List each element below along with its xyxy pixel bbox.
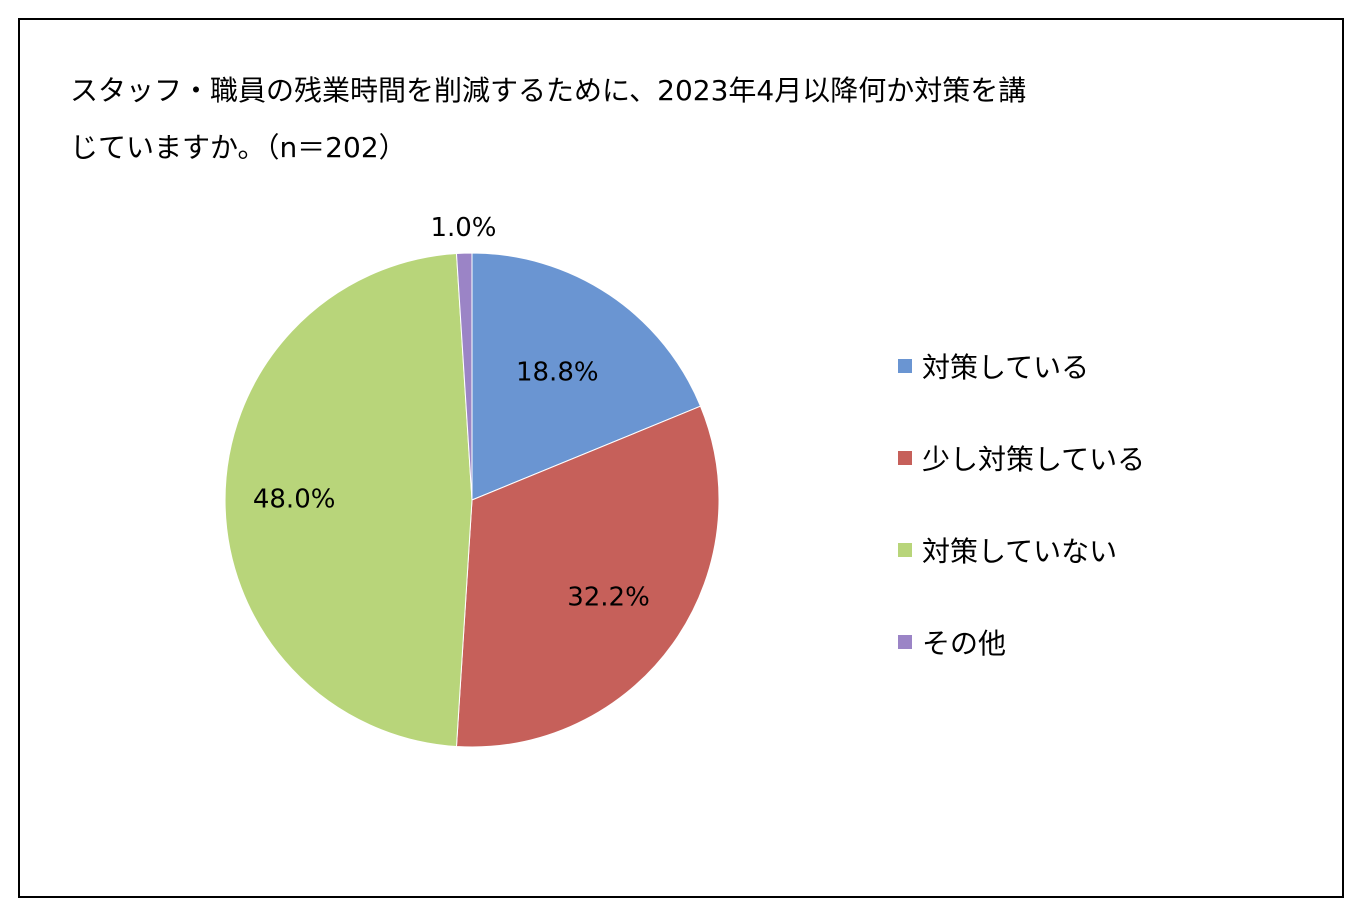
- chart-legend: 対策している少し対策している 対策していない その他: [898, 320, 1145, 688]
- label-taisaku-shiteinai: 48.0%: [253, 485, 336, 515]
- legend-swatch: [898, 635, 912, 649]
- pie-slices: [224, 252, 720, 748]
- slice-taisaku-shiteiru: [471, 252, 702, 501]
- chart-title: スタッフ・職員の残業時間を削減するために、2023年4月以降何か対策を講 じてい…: [70, 62, 1150, 176]
- legend-item-taisaku-shiteinai: 対策していない: [898, 504, 1145, 596]
- legend-swatch: [898, 359, 912, 373]
- slice-sukoshi-taisaku: [455, 405, 720, 748]
- legend-swatch: [898, 543, 912, 557]
- chart-title-line-1: スタッフ・職員の残業時間を削減するために、2023年4月以降何か対策を講: [70, 74, 1027, 107]
- legend-label: その他: [922, 627, 1007, 660]
- legend-item-taisaku-shiteiru: 対策している: [898, 320, 1145, 412]
- slice-sonota: [455, 252, 473, 501]
- legend-swatch: [898, 451, 912, 465]
- slice-taisaku-shiteinai: [224, 252, 473, 748]
- chart-frame: [18, 18, 1344, 898]
- legend-label: 対策していない: [922, 535, 1118, 568]
- label-sukoshi-taisaku: 32.2%: [567, 582, 650, 612]
- legend-item-sukoshi-taisaku: 少し対策している: [898, 412, 1145, 504]
- pie-data-labels: 18.8% 32.2% 48.0% 1.0%: [253, 213, 650, 612]
- legend-label: 少し対策している: [922, 443, 1146, 476]
- label-taisaku-shiteiru: 18.8%: [516, 357, 599, 387]
- chart-title-line-2: じていますか。（n＝202）: [70, 131, 407, 164]
- label-sonota: 1.0%: [430, 213, 496, 243]
- legend-label: 対策している: [922, 351, 1090, 384]
- legend-item-sonota: その他: [898, 596, 1145, 688]
